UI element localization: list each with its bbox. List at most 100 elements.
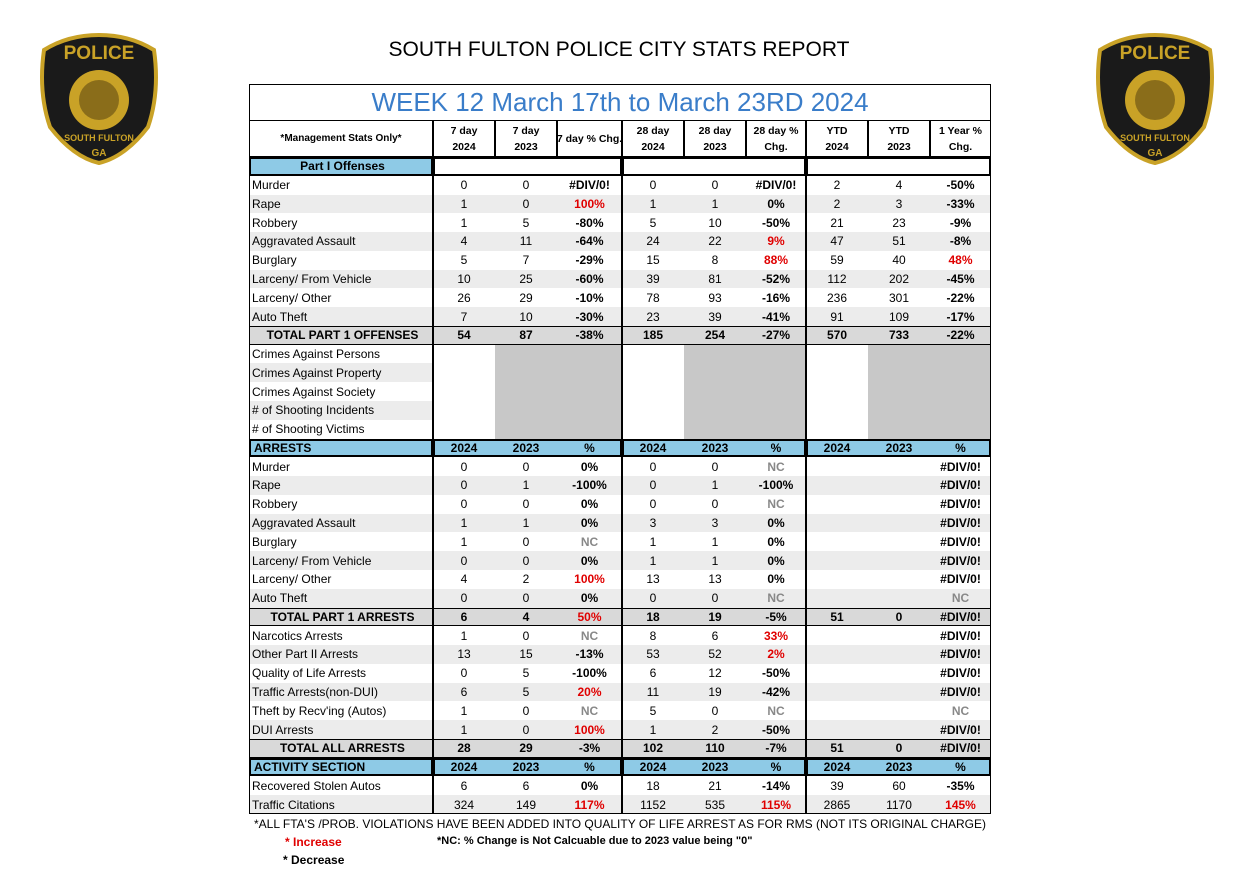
cell: 1 <box>711 534 719 549</box>
cell: 13 <box>646 572 660 587</box>
cell: 535 <box>704 797 726 812</box>
cell: -16% <box>761 290 790 305</box>
section-column: 2024 <box>823 760 851 775</box>
cell: #DIV/0! <box>569 178 610 193</box>
cell: 0 <box>711 703 719 718</box>
row-label: Traffic Arrests(non-DUI) <box>252 684 379 699</box>
row-label: TOTAL ALL ARRESTS <box>280 741 405 756</box>
blank-cell <box>495 419 622 439</box>
logo-left: POLICE SOUTH FULTON GA <box>40 32 158 166</box>
cell: 0 <box>649 459 657 474</box>
column-header: 1 Year % Chg. <box>930 120 991 157</box>
cell: -22% <box>946 290 975 305</box>
section-column: 2023 <box>885 760 913 775</box>
column-header: YTD 2023 <box>868 120 930 157</box>
cell: 19 <box>708 684 722 699</box>
cell: 1 <box>460 703 468 718</box>
cell: 21 <box>708 778 722 793</box>
cell: 47 <box>830 234 844 249</box>
cell: 2 <box>711 722 719 737</box>
cell: 5 <box>522 684 530 699</box>
section-group <box>622 157 806 176</box>
row-label: Auto Theft <box>252 591 308 606</box>
cell: 109 <box>888 309 910 324</box>
cell: 18 <box>646 778 660 793</box>
cell: 78 <box>646 290 660 305</box>
blank-cell <box>868 363 991 383</box>
cell: -9% <box>949 215 972 230</box>
cell: 0 <box>522 703 530 718</box>
logo-text: GA <box>92 148 107 159</box>
section-column: 2023 <box>885 440 913 455</box>
blank-cell <box>806 363 868 383</box>
cell: 1 <box>522 516 530 531</box>
cell: 1 <box>649 196 657 211</box>
cell: 88% <box>763 253 789 268</box>
section-group <box>433 157 622 176</box>
cell: 18 <box>646 609 660 624</box>
blank-cell <box>495 401 622 420</box>
cell: 7 <box>522 253 530 268</box>
section-header: ACTIVITY SECTION <box>249 757 433 777</box>
divider <box>805 157 807 814</box>
cell: 1 <box>711 478 719 493</box>
cell: 0% <box>580 516 599 531</box>
cell: 0% <box>767 534 785 549</box>
cell: 0 <box>711 178 719 193</box>
cell: 0 <box>460 459 468 474</box>
column-header-line: 7 day <box>512 124 540 137</box>
cell: 0 <box>460 478 468 493</box>
cell: -42% <box>761 684 790 699</box>
cell: #DIV/0! <box>940 628 981 643</box>
blank-cell <box>622 363 684 383</box>
cell: 0% <box>580 591 599 606</box>
section-column: 2024 <box>639 760 667 775</box>
cell: -50% <box>761 722 790 737</box>
cell: 0 <box>895 609 903 624</box>
cell: NC <box>767 497 785 512</box>
cell: 117% <box>574 797 605 812</box>
cell: 22 <box>708 234 722 249</box>
cell: 3 <box>711 516 719 531</box>
column-header-line: 1 Year % <box>938 124 982 137</box>
cell: #DIV/0! <box>940 722 981 737</box>
cell: 202 <box>888 272 910 286</box>
cell: -30% <box>575 309 604 324</box>
cell: #DIV/0! <box>940 609 981 624</box>
section-header: Part I Offenses <box>249 157 433 176</box>
section-column: % <box>955 440 966 455</box>
cell: 93 <box>708 290 722 305</box>
blank-cell <box>684 344 806 364</box>
cell: 12 <box>708 666 722 681</box>
cell: 100% <box>574 196 605 211</box>
cell: 1 <box>649 534 657 549</box>
cell: 2865 <box>823 797 851 812</box>
row-label: DUI Arrests <box>252 722 314 737</box>
cell: -45% <box>946 272 975 286</box>
cell: 11 <box>519 234 533 249</box>
column-header-line: 2023 <box>887 140 911 153</box>
table-title: WEEK 12 March 17th to March 23RD 2024 <box>249 84 991 121</box>
cell: -100% <box>572 666 607 681</box>
cell: 51 <box>892 234 906 249</box>
section-column: % <box>770 440 782 455</box>
cell: NC <box>951 591 970 606</box>
cell: 0 <box>522 497 530 512</box>
cell: 59 <box>830 253 844 268</box>
row-label: TOTAL PART 1 ARRESTS <box>270 609 415 624</box>
cell: 7 <box>460 309 468 324</box>
cell: 20% <box>577 684 602 699</box>
cell: 53 <box>646 647 660 662</box>
cell: -7% <box>765 741 787 756</box>
cell: 28 <box>457 741 471 756</box>
cell: 81 <box>708 272 722 286</box>
cell: NC <box>767 703 785 718</box>
cell: -29% <box>575 253 604 268</box>
cell: -3% <box>578 741 601 756</box>
cell: 2 <box>833 196 841 211</box>
column-header: 28 day % Chg. <box>746 120 806 157</box>
blank-cell <box>495 363 622 383</box>
cell: 185 <box>642 328 664 343</box>
row-label: Crimes Against Property <box>252 365 382 380</box>
column-header-line: 7 day % Chg. <box>556 132 623 145</box>
